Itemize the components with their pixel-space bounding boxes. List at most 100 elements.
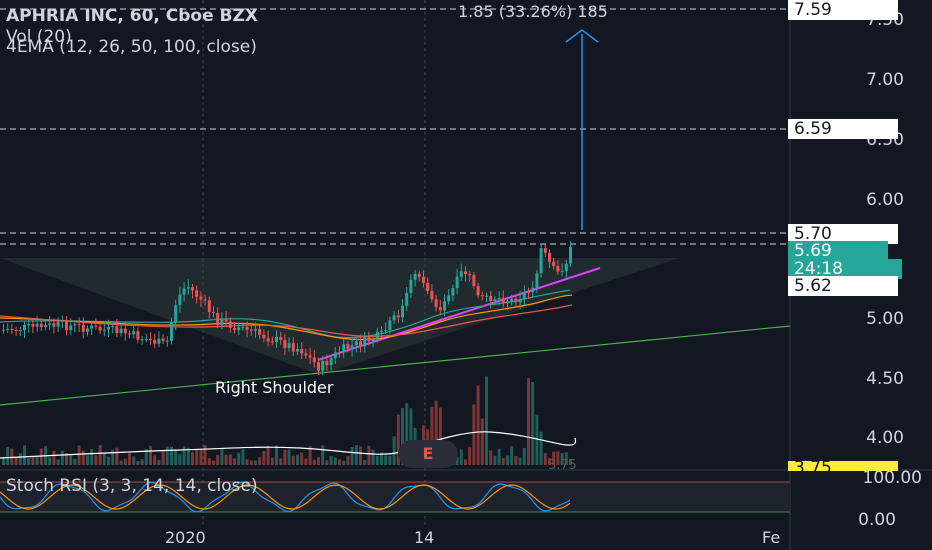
price-tick: 4.50 [866, 369, 904, 389]
candle-body [2, 329, 5, 331]
volume-bar [182, 446, 186, 465]
candle-body [182, 288, 186, 295]
trend-green-line [0, 325, 791, 406]
price-tick: 7.00 [866, 70, 904, 90]
volume-ma-line [0, 431, 577, 459]
volume-legend[interactable]: Vol (20) [6, 27, 72, 47]
candle-body [472, 274, 476, 286]
volume-bar [489, 450, 493, 465]
candle-body [140, 339, 144, 341]
volume-bar [396, 414, 400, 465]
volume-bar [506, 455, 509, 465]
volume-bar [384, 455, 388, 465]
volume-bar [254, 460, 257, 465]
volume-bar [220, 449, 224, 465]
volume-bar [161, 451, 165, 465]
right-shoulder-label: Right Shoulder [215, 378, 334, 397]
volume-bar [287, 449, 291, 465]
candle-body [233, 327, 236, 330]
candle-body [31, 323, 35, 327]
candle-body [228, 321, 232, 328]
volume-bar [165, 446, 169, 465]
candle-body [262, 334, 266, 339]
candle-body [380, 330, 383, 332]
candle-body [144, 338, 148, 340]
candle-body [199, 296, 203, 300]
volume-bar [258, 457, 262, 465]
volume-bar [199, 449, 203, 465]
volume-bar [501, 458, 505, 465]
candle-body [174, 305, 178, 323]
volume-bar [291, 455, 295, 465]
candle-body [514, 298, 518, 303]
candle-body [422, 276, 425, 283]
volume-bar [65, 453, 68, 465]
candle-body [157, 338, 161, 344]
candle-body [312, 357, 316, 363]
volume-bar [543, 453, 547, 465]
candle-body [317, 362, 320, 371]
candle-body [501, 297, 505, 304]
volume-bar [388, 455, 392, 465]
volume-bar [31, 456, 35, 465]
candle-body [329, 358, 333, 366]
rsi-tick: 0.00 [858, 510, 896, 530]
volume-bar [317, 457, 320, 465]
volume-bar [216, 454, 220, 465]
candle-body [392, 315, 396, 321]
volume-bar [308, 446, 312, 465]
candle-body [321, 360, 325, 371]
volume-bar [245, 459, 249, 465]
volume-bar [560, 452, 564, 465]
candle-body [111, 326, 115, 328]
volume-bar [527, 378, 530, 465]
earnings-badge[interactable]: E [398, 440, 458, 468]
ema-line-2 [0, 294, 573, 341]
volume-bar [375, 455, 379, 465]
volume-bar [342, 460, 346, 465]
volume-bar [81, 450, 85, 465]
volume-bar [195, 448, 199, 465]
time-label: Fe [762, 528, 781, 547]
candle-body [455, 276, 459, 289]
candle-body [363, 336, 367, 347]
candle-body [73, 324, 77, 326]
volume-bar [233, 458, 236, 465]
candle-body [77, 324, 81, 326]
ema-legend[interactable]: 4EMA (12, 26, 50, 100, close) [6, 37, 257, 57]
measure-label: 1.85 (33.26%) 185 [458, 2, 608, 21]
volume-bar [459, 449, 463, 465]
volume-bar [73, 458, 77, 465]
volume-bar [14, 457, 18, 465]
price-tick: 4.00 [866, 428, 904, 448]
time-label: 2020 [165, 528, 206, 547]
candle-body [489, 295, 493, 302]
price-tick: 5.00 [866, 309, 904, 329]
volume-bar [367, 445, 371, 465]
volume-bar [35, 457, 39, 465]
volume-bar [249, 460, 253, 465]
volume-bar [228, 454, 232, 465]
volume-bar [333, 457, 337, 465]
candle-body [527, 292, 530, 294]
candle-body [485, 295, 488, 297]
candle-body [434, 299, 438, 308]
volume-bar [266, 445, 270, 465]
candle-body [296, 349, 299, 352]
candle-body [569, 246, 572, 264]
candle-body [535, 273, 539, 288]
candle-body [27, 323, 31, 325]
candle-body [287, 343, 291, 348]
candle-body [220, 318, 224, 325]
volume-bar [174, 450, 178, 465]
candle-body [48, 323, 52, 325]
volume-bar [296, 454, 299, 465]
volume-bar [531, 382, 535, 465]
volume-bar [472, 404, 476, 465]
volume-bar [535, 414, 539, 465]
candle-body [216, 313, 220, 325]
candle-body [396, 315, 400, 318]
volume-bar [157, 459, 161, 465]
stoch-rsi-legend[interactable]: Stoch RSI (3, 3, 14, 14, close) [6, 476, 258, 496]
